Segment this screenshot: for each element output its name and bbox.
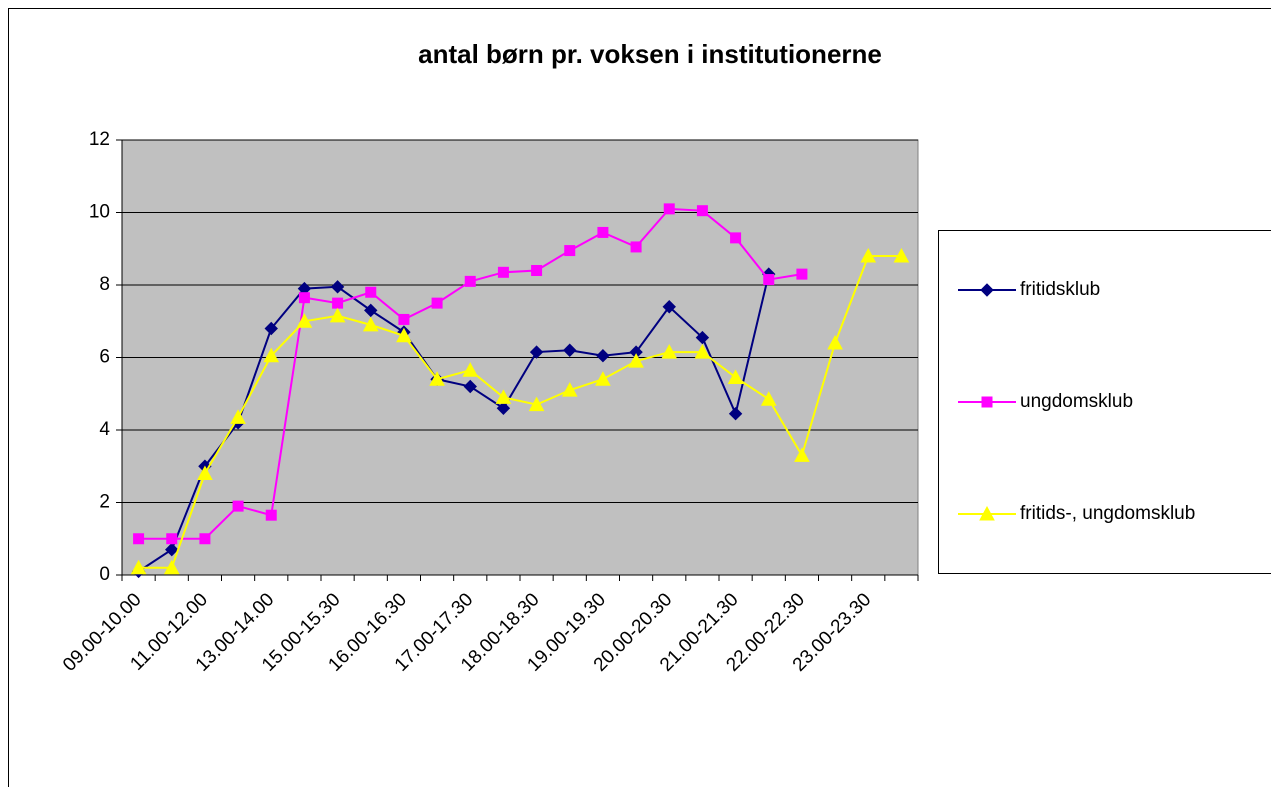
marker bbox=[200, 534, 210, 544]
marker bbox=[134, 534, 144, 544]
marker bbox=[598, 227, 608, 237]
chart-title: antal børn pr. voksen i institutionerne bbox=[418, 39, 882, 69]
marker bbox=[432, 298, 442, 308]
y-tick-label: 12 bbox=[89, 129, 110, 150]
marker bbox=[664, 204, 674, 214]
marker bbox=[797, 269, 807, 279]
y-tick-label: 8 bbox=[99, 274, 110, 295]
legend-label: fritids-, ungdomsklub bbox=[1020, 503, 1195, 524]
marker bbox=[731, 233, 741, 243]
y-tick-label: 4 bbox=[99, 419, 110, 440]
y-tick-label: 2 bbox=[99, 492, 110, 513]
y-tick-label: 6 bbox=[99, 347, 110, 368]
marker bbox=[366, 287, 376, 297]
marker bbox=[532, 266, 542, 276]
legend-marker bbox=[982, 397, 992, 407]
marker bbox=[233, 501, 243, 511]
marker bbox=[266, 510, 276, 520]
marker bbox=[333, 298, 343, 308]
marker bbox=[498, 267, 508, 277]
marker bbox=[631, 242, 641, 252]
y-tick-label: 0 bbox=[99, 564, 110, 585]
marker bbox=[299, 293, 309, 303]
marker bbox=[565, 246, 575, 256]
marker bbox=[697, 206, 707, 216]
marker bbox=[764, 275, 774, 285]
marker bbox=[465, 276, 475, 286]
legend-label: fritidsklub bbox=[1020, 279, 1100, 300]
legend-label: ungdomsklub bbox=[1020, 391, 1133, 412]
marker bbox=[399, 314, 409, 324]
y-tick-label: 10 bbox=[89, 202, 110, 223]
marker bbox=[167, 534, 177, 544]
